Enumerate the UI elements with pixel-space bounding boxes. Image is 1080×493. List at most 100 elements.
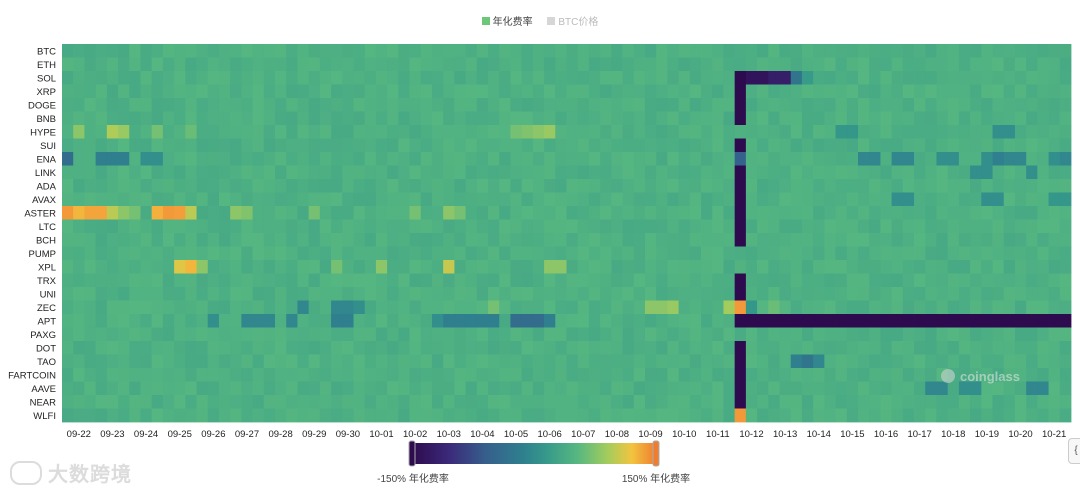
heatmap-cell[interactable] <box>869 408 881 423</box>
heatmap-cell[interactable] <box>656 327 668 342</box>
heatmap-cell[interactable] <box>1059 260 1072 274</box>
heatmap-cell[interactable] <box>577 165 590 180</box>
heatmap-cell[interactable] <box>846 84 859 99</box>
heatmap-cell[interactable] <box>712 57 724 72</box>
heatmap-cell[interactable] <box>308 44 321 58</box>
heatmap-cell[interactable] <box>510 192 523 207</box>
heatmap-cell[interactable] <box>62 395 74 409</box>
heatmap-cell[interactable] <box>757 300 769 315</box>
heatmap-cell[interactable] <box>476 287 489 301</box>
heatmap-cell[interactable] <box>644 179 657 193</box>
heatmap-cell[interactable] <box>532 192 545 207</box>
heatmap-cell[interactable] <box>196 246 209 261</box>
heatmap-cell[interactable] <box>342 314 354 328</box>
heatmap-cell[interactable] <box>734 260 747 274</box>
heatmap-cell[interactable] <box>431 165 444 180</box>
heatmap-cell[interactable] <box>162 354 175 369</box>
heatmap-cell[interactable] <box>644 327 657 342</box>
heatmap-cell[interactable] <box>656 260 668 274</box>
heatmap-cell[interactable] <box>689 314 702 328</box>
heatmap-cell[interactable] <box>958 408 971 423</box>
heatmap-cell[interactable] <box>275 111 287 126</box>
heatmap-cell[interactable] <box>656 84 668 99</box>
heatmap-cell[interactable] <box>207 219 220 234</box>
heatmap-cell[interactable] <box>207 273 220 288</box>
heatmap-cell[interactable] <box>207 233 220 247</box>
heatmap-cell[interactable] <box>387 233 399 247</box>
heatmap-cell[interactable] <box>555 368 567 382</box>
heatmap-cell[interactable] <box>499 395 511 409</box>
heatmap-cell[interactable] <box>790 179 803 193</box>
heatmap-cell[interactable] <box>880 125 893 139</box>
heatmap-cell[interactable] <box>409 341 422 355</box>
heatmap-cell[interactable] <box>992 44 1005 58</box>
heatmap-cell[interactable] <box>633 57 646 72</box>
heatmap-cell[interactable] <box>1037 125 1049 139</box>
heatmap-cell[interactable] <box>801 179 814 193</box>
heatmap-cell[interactable] <box>644 165 657 180</box>
heatmap-cell[interactable] <box>84 206 97 220</box>
heatmap-cell[interactable] <box>499 381 511 396</box>
heatmap-cell[interactable] <box>768 111 780 126</box>
heatmap-cell[interactable] <box>364 381 377 396</box>
heatmap-cell[interactable] <box>801 381 814 396</box>
heatmap-cell[interactable] <box>902 152 915 166</box>
heatmap-cell[interactable] <box>779 125 792 139</box>
heatmap-cell[interactable] <box>891 125 904 139</box>
heatmap-cell[interactable] <box>431 300 444 315</box>
heatmap-cell[interactable] <box>824 381 836 396</box>
heatmap-cell[interactable] <box>162 111 175 126</box>
heatmap-cell[interactable] <box>174 84 186 99</box>
heatmap-cell[interactable] <box>443 368 455 382</box>
heatmap-cell[interactable] <box>992 233 1005 247</box>
heatmap-cell[interactable] <box>129 233 141 247</box>
heatmap-cell[interactable] <box>129 206 141 220</box>
heatmap-cell[interactable] <box>218 57 231 72</box>
heatmap-cell[interactable] <box>600 206 612 220</box>
heatmap-cell[interactable] <box>588 246 601 261</box>
heatmap-cell[interactable] <box>319 192 332 207</box>
heatmap-cell[interactable] <box>891 260 904 274</box>
heatmap-cell[interactable] <box>1048 233 1061 247</box>
heatmap-cell[interactable] <box>62 287 74 301</box>
heatmap-cell[interactable] <box>588 111 601 126</box>
heatmap-cell[interactable] <box>297 165 310 180</box>
heatmap-cell[interactable] <box>790 273 803 288</box>
heatmap-cell[interactable] <box>521 246 534 261</box>
heatmap-cell[interactable] <box>555 206 567 220</box>
heatmap-cell[interactable] <box>588 84 601 99</box>
heatmap-cell[interactable] <box>790 84 803 99</box>
heatmap-cell[interactable] <box>723 300 736 315</box>
heatmap-cell[interactable] <box>577 219 590 234</box>
heatmap-cell[interactable] <box>521 395 534 409</box>
heatmap-cell[interactable] <box>151 71 164 85</box>
heatmap-cell[interactable] <box>1026 44 1038 58</box>
heatmap-cell[interactable] <box>241 57 253 72</box>
heatmap-cell[interactable] <box>118 179 130 193</box>
heatmap-cell[interactable] <box>801 206 814 220</box>
heatmap-cell[interactable] <box>734 381 747 396</box>
heatmap-cell[interactable] <box>611 314 623 328</box>
heatmap-cell[interactable] <box>286 287 298 301</box>
heatmap-cell[interactable] <box>981 44 993 58</box>
heatmap-cell[interactable] <box>230 368 242 382</box>
heatmap-cell[interactable] <box>252 381 265 396</box>
heatmap-cell[interactable] <box>611 408 623 423</box>
heatmap-cell[interactable] <box>880 327 893 342</box>
heatmap-cell[interactable] <box>409 287 422 301</box>
heatmap-cell[interactable] <box>577 84 590 99</box>
heatmap-cell[interactable] <box>319 219 332 234</box>
heatmap-cell[interactable] <box>768 179 780 193</box>
heatmap-cell[interactable] <box>600 71 612 85</box>
heatmap-cell[interactable] <box>801 192 814 207</box>
heatmap-cell[interactable] <box>723 219 736 234</box>
heatmap-cell[interactable] <box>869 57 881 72</box>
heatmap-cell[interactable] <box>734 57 747 72</box>
heatmap-cell[interactable] <box>342 179 354 193</box>
heatmap-cell[interactable] <box>869 111 881 126</box>
heatmap-cell[interactable] <box>431 98 444 112</box>
heatmap-cell[interactable] <box>454 341 466 355</box>
heatmap-cell[interactable] <box>286 327 298 342</box>
heatmap-cell[interactable] <box>409 327 422 342</box>
heatmap-cell[interactable] <box>600 111 612 126</box>
